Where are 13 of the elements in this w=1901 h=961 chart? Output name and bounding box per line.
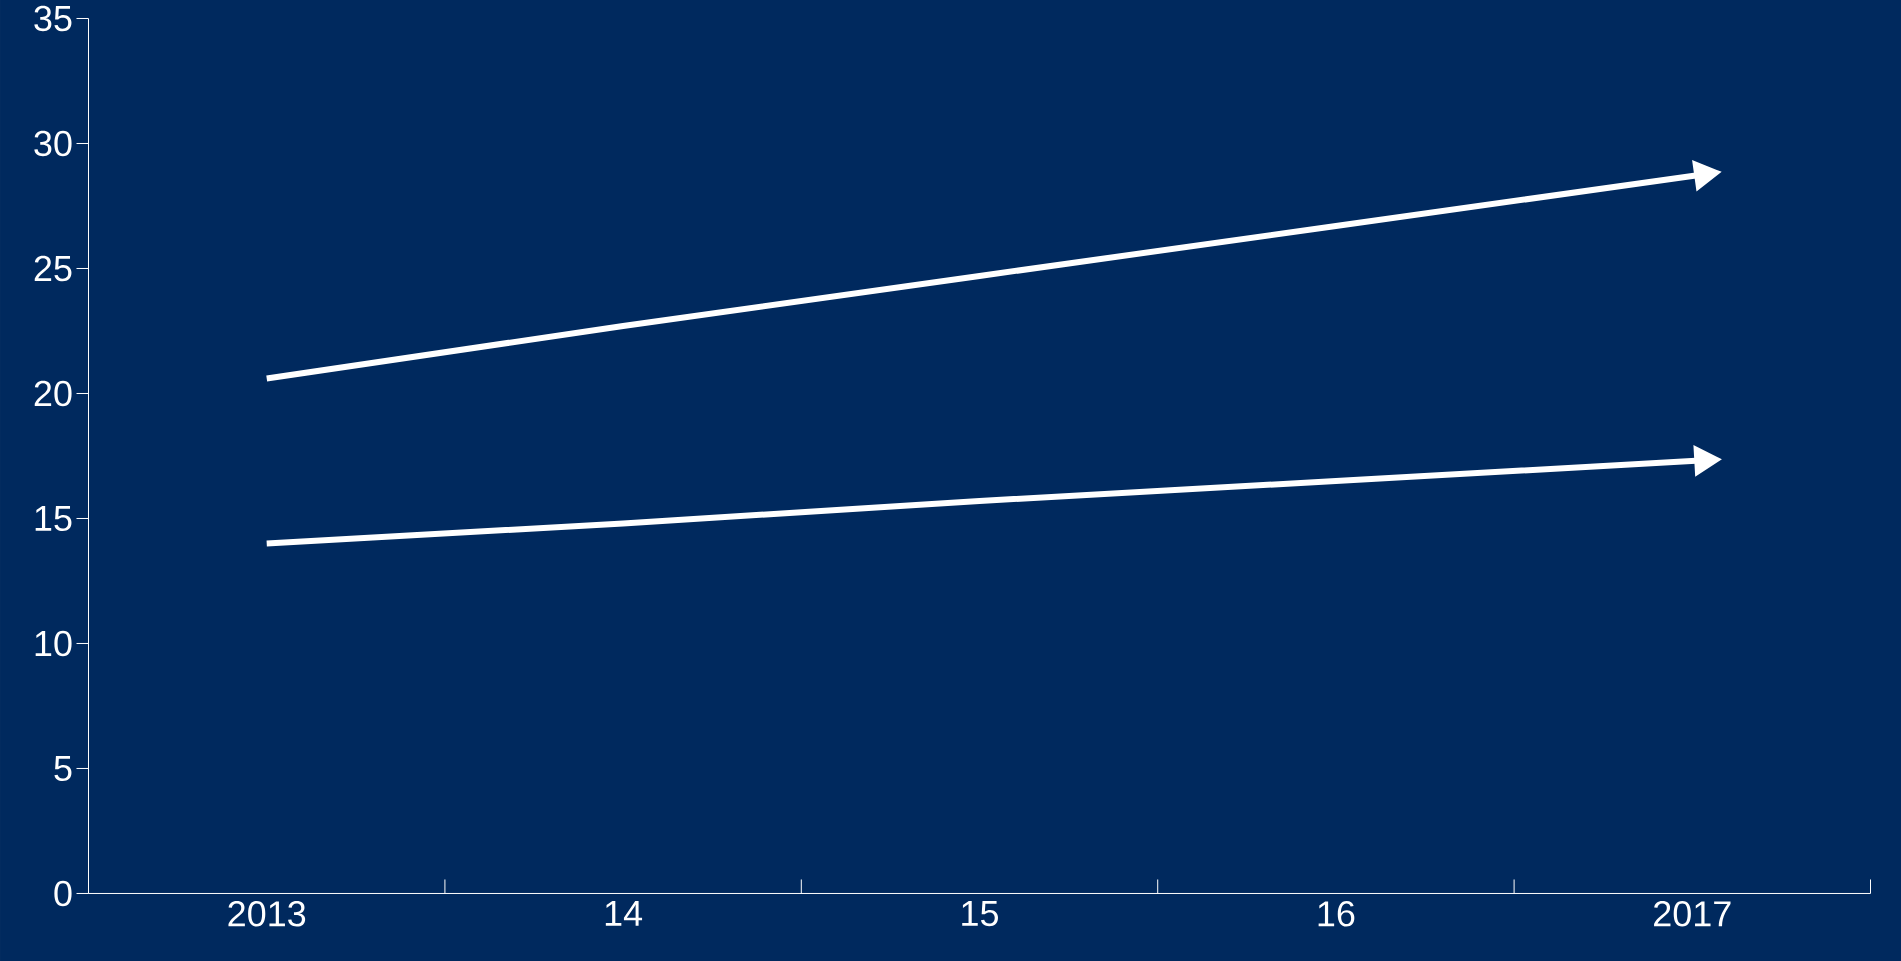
y-tick-label: 10 — [35, 630, 72, 657]
x-tick-label: 16 — [1318, 901, 1355, 927]
x-tick-label: 14 — [605, 901, 643, 926]
x-tick-label: 2017 — [1654, 901, 1731, 927]
y-tick-label: 30 — [34, 130, 72, 157]
y-tick-label: 0 — [54, 880, 72, 907]
y-tick-label: 5 — [54, 755, 72, 782]
x-tick-label: 2013 — [228, 901, 306, 927]
y-tick-label: 35 — [34, 5, 72, 32]
y-tick-label: 15 — [35, 505, 72, 532]
y-tick-label: 20 — [34, 380, 72, 407]
x-tick-label: 15 — [962, 901, 999, 927]
y-tick-label: 25 — [34, 255, 72, 282]
